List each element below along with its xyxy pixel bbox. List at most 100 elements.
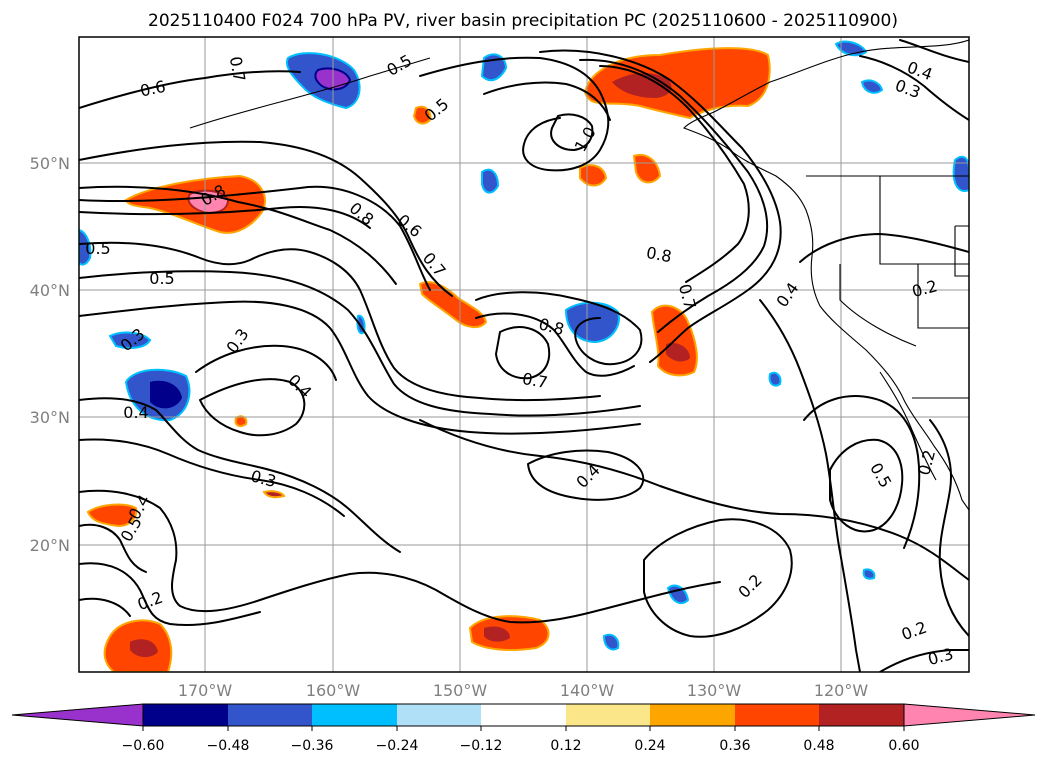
border-states-4 xyxy=(954,225,969,277)
contour-line xyxy=(579,58,769,333)
precip-blob-neg-west-core xyxy=(150,380,182,409)
contour-line xyxy=(527,449,645,501)
colorbar-tick-label: 0.48 xyxy=(803,738,834,754)
contour-line xyxy=(899,39,969,63)
precip-blob-mid-2-core xyxy=(666,342,690,362)
contour-line xyxy=(550,113,594,151)
colorbar-tick-label: 0.12 xyxy=(550,738,581,754)
pv-contours xyxy=(79,39,969,672)
lat-tick: 40°N xyxy=(30,281,70,300)
contour-line xyxy=(79,185,397,285)
lon-tick: 130°W xyxy=(687,681,742,700)
contour-label: 0.5 xyxy=(149,269,174,288)
colorbar-segment xyxy=(819,704,904,726)
colorbar-arrow-left xyxy=(11,703,144,727)
contour-line xyxy=(79,489,721,624)
contour-line xyxy=(859,55,969,121)
precip-blob-south-1 xyxy=(468,615,550,651)
precip-blob-tiny-2 xyxy=(262,490,286,499)
contour-line xyxy=(79,185,431,291)
contour-line xyxy=(195,344,337,381)
contour-line xyxy=(495,326,551,380)
lat-tick: 30°N xyxy=(30,408,70,427)
precip-blob-neg-small-6 xyxy=(860,79,884,94)
precip-blob-neg-small-2 xyxy=(481,168,500,194)
contour-line xyxy=(79,438,345,517)
contour-line xyxy=(79,241,601,402)
coast-north-america xyxy=(683,39,969,511)
colorbar-ticks xyxy=(142,726,905,731)
colorbar-segment xyxy=(481,704,566,726)
precip-blob-southwest-1 xyxy=(86,503,138,528)
lon-tick: 140°W xyxy=(560,681,615,700)
colorbar-tick-label: 0.60 xyxy=(888,738,919,754)
contour-line xyxy=(79,523,147,573)
contour-label: 0.4 xyxy=(123,403,148,422)
contour-line xyxy=(879,649,969,672)
map-frame xyxy=(78,36,970,673)
contour-line xyxy=(643,518,793,638)
precip-blob-gulf-alaska xyxy=(583,47,771,120)
contour-line xyxy=(199,378,306,437)
contour-label: 0.6 xyxy=(138,77,167,101)
border-states-3 xyxy=(839,264,917,347)
colorbar-tick-label: −0.36 xyxy=(291,738,334,754)
contour-line xyxy=(79,300,641,435)
contour-line xyxy=(599,65,750,283)
contour-label: 0.7 xyxy=(521,369,549,392)
colorbar-tick-label: −0.24 xyxy=(376,738,419,754)
contour-line xyxy=(799,233,969,263)
contour-line xyxy=(483,81,611,121)
lat-tick-labels: 50°N 40°N 30°N 20°N xyxy=(30,154,70,555)
contour-line xyxy=(829,438,904,533)
contour-line xyxy=(79,70,301,109)
colorbar-arrow-right xyxy=(903,703,1036,727)
contour-line xyxy=(475,291,643,366)
contour-line xyxy=(475,312,635,377)
contour-line xyxy=(79,206,371,229)
lat-tick: 50°N xyxy=(30,154,70,173)
colorbar-tick-labels: −0.60 −0.48 −0.36 −0.24 −0.12 0.12 0.24 … xyxy=(122,738,920,754)
colorbar-segment xyxy=(143,704,228,726)
colorbar-tick-label: −0.48 xyxy=(207,738,250,754)
precip-blob-neg-small-4 xyxy=(79,228,92,266)
contour-label: 0.7 xyxy=(226,55,249,83)
lon-tick: 160°W xyxy=(306,681,361,700)
colorbar-tick-label: −0.12 xyxy=(460,738,503,754)
contour-label: 0.5 xyxy=(85,239,110,258)
precip-shading xyxy=(79,40,969,672)
contour-line xyxy=(79,562,261,627)
contour-line xyxy=(79,140,453,297)
contour-line xyxy=(79,270,641,417)
colorbar-tick-label: 0.36 xyxy=(719,738,750,754)
lon-tick: 150°W xyxy=(433,681,488,700)
contour-line xyxy=(759,299,861,672)
coast-alaska-islands xyxy=(189,57,431,129)
colorbar-tick-label: 0.24 xyxy=(634,738,665,754)
lat-tick: 20°N xyxy=(30,536,70,555)
lon-tick: 170°W xyxy=(178,681,233,700)
coastlines xyxy=(189,39,969,511)
border-states-1 xyxy=(879,176,969,265)
contour-line xyxy=(419,419,969,581)
colorbar-segment xyxy=(312,704,397,726)
colorbar-segment xyxy=(650,704,735,726)
precip-blob-southwest-2-core xyxy=(130,639,158,658)
precip-blob-neg-small-9 xyxy=(952,155,969,192)
contour-line xyxy=(79,597,131,617)
contour-line xyxy=(803,395,921,549)
contour-line xyxy=(79,397,401,553)
figure-title: 2025110400 F024 700 hPa PV, river basin … xyxy=(148,11,898,31)
contour-label: 0.8 xyxy=(645,243,673,266)
precip-blob-neg-small-3 xyxy=(108,331,152,349)
colorbar-segment xyxy=(735,704,819,726)
coast-baja xyxy=(879,371,937,481)
colorbar-segment xyxy=(566,704,650,726)
precip-blob-neg-small-11 xyxy=(768,371,782,387)
colorbar-segment xyxy=(228,704,312,726)
border-states-2 xyxy=(917,264,969,329)
colorbar: −0.60 −0.48 −0.36 −0.24 −0.12 0.12 0.24 … xyxy=(11,703,1036,754)
precip-blob-northeast-small xyxy=(579,164,608,187)
contour-line xyxy=(539,49,782,363)
